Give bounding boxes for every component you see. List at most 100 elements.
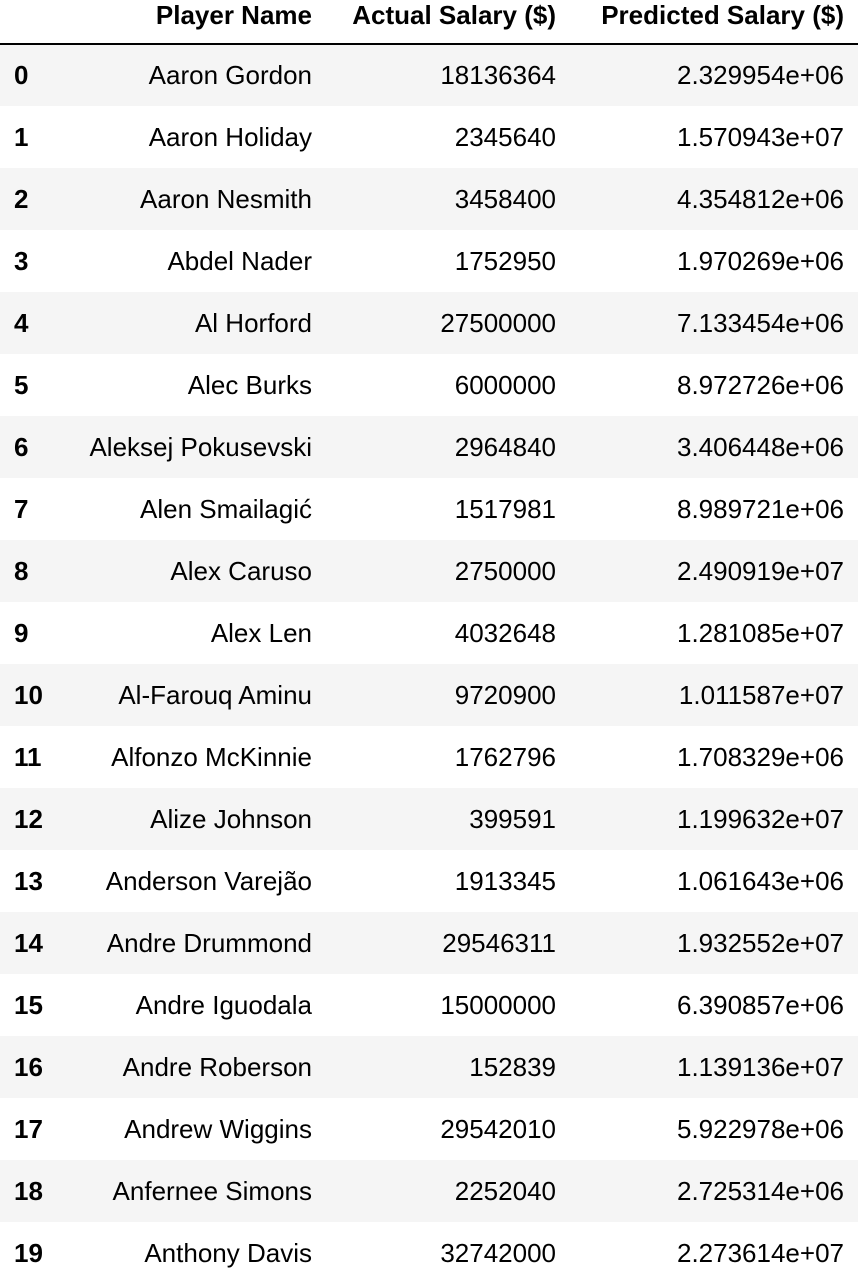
actual-salary-cell: 18136364 [440,60,556,90]
player-name-cell: Al Horford [194,307,312,338]
row-index: 1 [14,121,29,152]
predicted-salary-cell: 7.133454e+06 [676,307,844,338]
player-name-cell: Anderson Varejão [105,865,312,896]
row-index: 9 [14,617,29,648]
actual-salary-cell: 3458400 [454,183,556,214]
table-row: 11 Alfonzo McKinnie 1762796 1.708329e+06 [0,726,858,788]
actual-salary-cell: 2252040 [454,1175,556,1206]
predicted-salary-cell: 4.354812e+06 [676,183,844,214]
predicted-salary-cell: 5.922978e+06 [676,1113,844,1144]
player-name-cell: Alen Smailagić [140,493,312,524]
row-index: 12 [14,803,43,834]
table-row: 8 Alex Caruso 2750000 2.490919e+07 [0,540,858,602]
table-body: 0 Aaron Gordon 18136364 2.329954e+06 1 Aaron … [0,44,858,1284]
table-row: 4 Al Horford 27500000 7.133454e+06 [0,292,858,354]
predicted-salary-cell: 3.406448e+06 [676,431,844,462]
table-row: 16 Andre Roberson 152839 1.139136e+07 [0,1036,858,1098]
row-index: 16 [14,1051,43,1082]
column-header-player-name: Player Name [62,0,326,45]
player-name-cell: Andrew Wiggins [124,1113,312,1144]
actual-salary-cell: 1913345 [454,865,556,896]
column-header-predicted-salary: Predicted Salary ($) [570,0,858,45]
table-header: Player Name Actual Salary ($) Predicted … [0,0,858,45]
row-index: 13 [14,865,43,896]
player-name-cell: Alex Caruso [170,555,312,586]
player-name-cell: Aaron Holiday [148,121,312,152]
player-name-cell: Andre Roberson [122,1051,312,1082]
predicted-salary-cell: 2.725314e+06 [676,1175,844,1206]
row-index: 8 [14,555,29,586]
actual-salary-cell: 9720900 [454,679,556,710]
player-name-cell: Aaron Gordon [148,60,312,90]
player-name-cell: Al-Farouq Aminu [118,679,312,710]
actual-salary-cell: 32742000 [440,1237,556,1268]
predicted-salary-cell: 2.490919e+07 [676,555,844,586]
table-row: 13 Anderson Varejão 1913345 1.061643e+06 [0,850,858,912]
row-index: 2 [14,183,29,214]
player-name-cell: Andre Drummond [106,927,312,958]
predicted-salary-cell: 1.139136e+07 [676,1051,844,1082]
table-row: 1 Aaron Holiday 2345640 1.570943e+07 [0,106,858,168]
row-index: 7 [14,493,29,524]
predicted-salary-cell: 1.199632e+07 [676,803,844,834]
row-index: 19 [14,1237,43,1268]
table-row: 5 Alec Burks 6000000 8.972726e+06 [0,354,858,416]
player-name-cell: Alize Johnson [150,803,312,834]
actual-salary-cell: 152839 [469,1051,556,1082]
row-index: 0 [14,60,29,90]
predicted-salary-cell: 6.390857e+06 [676,989,844,1020]
table-row: 3 Abdel Nader 1752950 1.970269e+06 [0,230,858,292]
actual-salary-cell: 2750000 [454,555,556,586]
player-name-cell: Anthony Davis [144,1237,312,1268]
predicted-salary-cell: 2.329954e+06 [676,60,844,90]
player-name-cell: Alfonzo McKinnie [111,741,312,772]
row-index: 4 [14,307,29,338]
row-index: 3 [14,245,29,276]
table-row: 18 Anfernee Simons 2252040 2.725314e+06 [0,1160,858,1222]
actual-salary-cell: 29546311 [442,927,556,958]
player-name-cell: Aleksej Pokusevski [89,431,312,462]
row-index: 18 [14,1175,43,1206]
table-row: 10 Al-Farouq Aminu 9720900 1.011587e+07 [0,664,858,726]
predicted-salary-cell: 1.708329e+06 [676,741,844,772]
actual-salary-cell: 1517981 [454,493,556,524]
table-row: 7 Alen Smailagić 1517981 8.989721e+06 [0,478,858,540]
table-row: 9 Alex Len 4032648 1.281085e+07 [0,602,858,664]
header-row: Player Name Actual Salary ($) Predicted … [0,0,858,45]
player-name-cell: Abdel Nader [167,245,312,276]
table-row: 12 Alize Johnson 399591 1.199632e+07 [0,788,858,850]
predicted-salary-cell: 1.281085e+07 [676,617,844,648]
actual-salary-cell: 399591 [469,803,556,834]
actual-salary-cell: 2964840 [454,431,556,462]
predicted-salary-cell: 1.570943e+07 [676,121,844,152]
player-name-cell: Alec Burks [187,369,312,400]
table-row: 6 Aleksej Pokusevski 2964840 3.406448e+06 [0,416,858,478]
predicted-salary-cell: 1.011587e+07 [678,679,844,710]
predicted-salary-cell: 1.932552e+07 [676,927,844,958]
actual-salary-cell: 27500000 [440,307,556,338]
actual-salary-cell: 4032648 [454,617,556,648]
row-index: 10 [14,679,43,710]
row-index: 14 [14,927,43,958]
table-row: 14 Andre Drummond 29546311 1.932552e+07 [0,912,858,974]
actual-salary-cell: 1762796 [454,741,556,772]
predicted-salary-cell: 8.972726e+06 [676,369,844,400]
row-index: 11 [14,741,42,772]
predicted-salary-cell: 1.061643e+06 [676,865,844,896]
row-index: 5 [14,369,29,400]
player-name-cell: Alex Len [210,617,312,648]
player-name-cell: Aaron Nesmith [140,183,312,214]
player-name-cell: Anfernee Simons [112,1175,312,1206]
column-header-actual-salary: Actual Salary ($) [326,0,570,45]
table-row: 19 Anthony Davis 32742000 2.273614e+07 [0,1222,858,1284]
predicted-salary-cell: 2.273614e+07 [676,1237,844,1268]
table-row: 17 Andrew Wiggins 29542010 5.922978e+06 [0,1098,858,1160]
player-name-cell: Andre Iguodala [135,989,312,1020]
row-index: 17 [14,1113,43,1144]
actual-salary-cell: 6000000 [454,369,556,400]
row-index: 15 [14,989,43,1020]
predicted-salary-cell: 8.989721e+06 [676,493,844,524]
actual-salary-cell: 15000000 [440,989,556,1020]
actual-salary-cell: 1752950 [454,245,556,276]
